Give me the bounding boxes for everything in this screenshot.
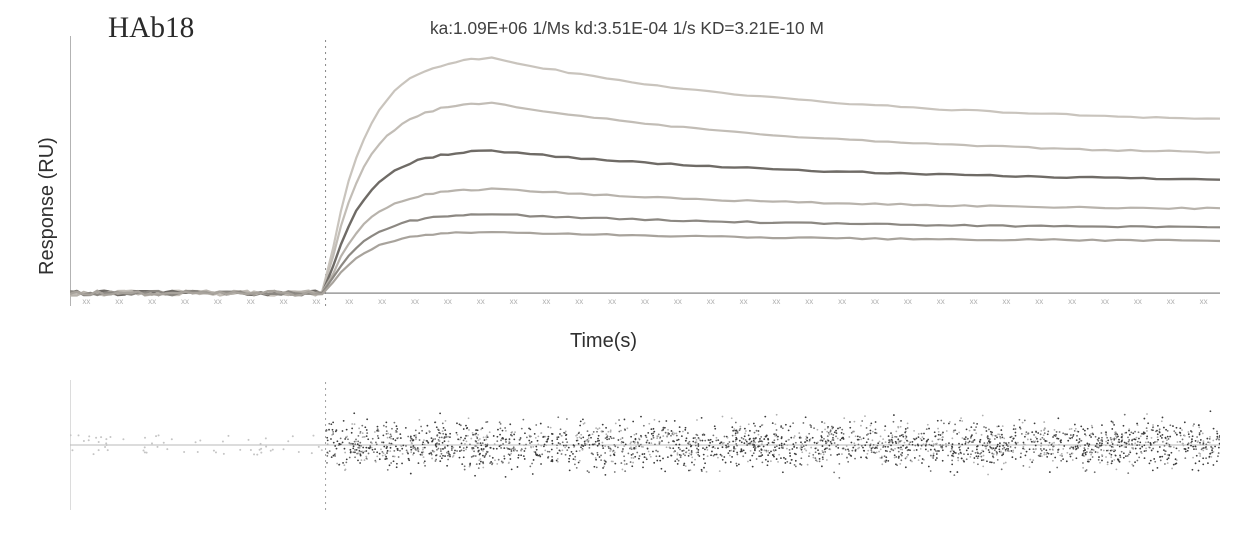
svg-text:xx: xx [674, 297, 682, 306]
y-axis-label: Response (RU) [36, 137, 59, 275]
svg-text:xx: xx [181, 297, 189, 306]
svg-text:xx: xx [1200, 297, 1208, 306]
svg-text:xx: xx [312, 297, 320, 306]
svg-text:xx: xx [1134, 297, 1142, 306]
svg-text:xx: xx [247, 297, 255, 306]
sensorgram-layer: xx xx xx xx xx xx xx xx xx xx xx xx xx xx xx xx xx xx xx xx… [70, 36, 1220, 306]
svg-text:xx: xx [970, 297, 978, 306]
sensorgram-plot: xx xx xx xx xx xx xx xx xx xx xx xx xx xx xx xx xx xx xx xx… [70, 36, 1220, 306]
svg-text:xx: xx [608, 297, 616, 306]
sensorgram-svg: xx xx xx xx xx xx xx xx xx xx xx xx xx xx xx xx xx xx xx xx… [70, 36, 1220, 306]
svg-text:xx: xx [904, 297, 912, 306]
residuals-plot: xxxxxxxx [70, 380, 1220, 510]
residuals-layer: xxxxxxxx [70, 380, 1220, 510]
svg-text:xx: xx [378, 297, 386, 306]
page-root: { "figure": { "width_px": 1239, "height_… [0, 0, 1239, 533]
svg-text:xx: xx [477, 297, 485, 306]
svg-text:xx: xx [772, 297, 780, 306]
svg-text:xx: xx [707, 297, 715, 306]
svg-text:xx: xx [1167, 297, 1175, 306]
svg-text:xx: xx [510, 297, 518, 306]
x-axis-label: Time(s) [570, 330, 637, 353]
svg-text:xx: xx [838, 297, 846, 306]
svg-text:xx: xx [542, 297, 550, 306]
svg-text:xx: xx [937, 297, 945, 306]
svg-text:xx: xx [148, 297, 156, 306]
svg-text:xx: xx [1101, 297, 1109, 306]
svg-text:xx: xx [444, 297, 452, 306]
svg-text:xx: xx [805, 297, 813, 306]
svg-text:xx: xx [575, 297, 583, 306]
svg-text:xx: xx [82, 297, 90, 306]
svg-text:xx: xx [345, 297, 353, 306]
svg-text:xx: xx [214, 297, 222, 306]
svg-text:xx: xx [740, 297, 748, 306]
residuals-svg: xxxxxxxx [70, 380, 1220, 510]
svg-text:xx: xx [641, 297, 649, 306]
svg-text:xx: xx [411, 297, 419, 306]
svg-text:xx: xx [1035, 297, 1043, 306]
svg-text:xx: xx [280, 297, 288, 306]
svg-text:xx: xx [115, 297, 123, 306]
svg-text:xx: xx [1002, 297, 1010, 306]
svg-text:xx: xx [871, 297, 879, 306]
svg-text:xx: xx [1068, 297, 1076, 306]
